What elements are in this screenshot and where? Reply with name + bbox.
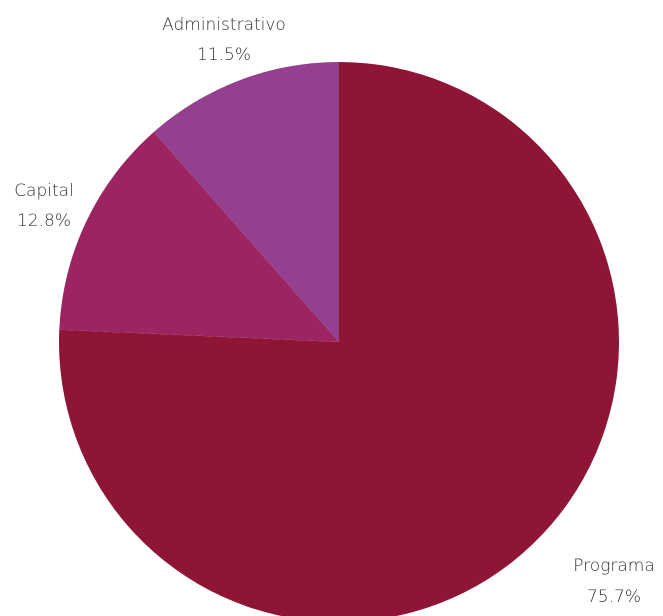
- pie-slice-administrativo: [153, 61, 339, 342]
- pie-slices: [59, 61, 619, 616]
- slice-label-administrativo: Administrativo: [162, 15, 286, 35]
- slice-value-capital: 12.8%: [17, 211, 71, 231]
- slice-value-programa: 75.7%: [587, 587, 641, 607]
- slice-label-programa: Programa: [573, 556, 655, 576]
- slice-value-administrativo: 11.5%: [197, 45, 251, 65]
- pie-labels: Programa 75.7% Capital 12.8% Administrativo 1…: [14, 15, 655, 607]
- slice-label-capital: Capital: [14, 181, 74, 201]
- pie-slice-capital: [59, 131, 340, 342]
- pie-slice-programa: [59, 62, 619, 616]
